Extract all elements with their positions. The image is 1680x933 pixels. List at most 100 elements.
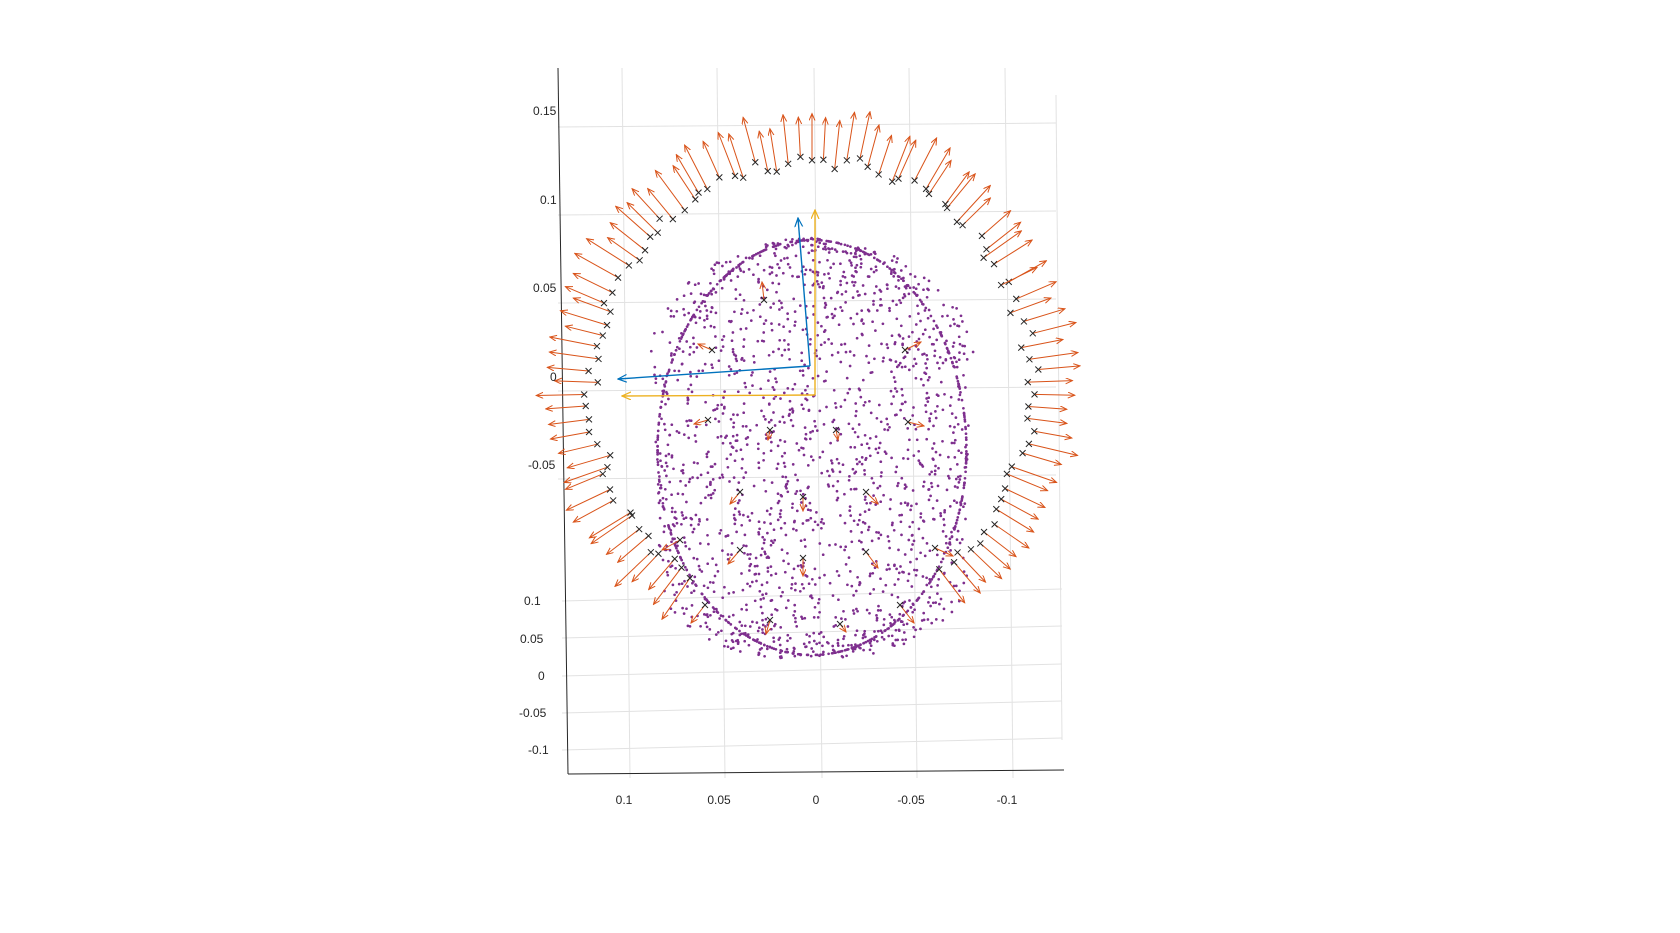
cloud-point bbox=[886, 265, 889, 269]
cloud-point bbox=[959, 502, 963, 506]
cloud-point bbox=[664, 381, 668, 384]
normal-arrow bbox=[610, 223, 646, 251]
cloud-point bbox=[876, 486, 880, 490]
cloud-point bbox=[862, 648, 865, 652]
cloud-point bbox=[788, 408, 792, 412]
cloud-point bbox=[910, 585, 914, 588]
cloud-point bbox=[921, 332, 925, 336]
cloud-point bbox=[793, 320, 797, 324]
cloud-point bbox=[854, 589, 858, 593]
normal-arrow bbox=[565, 326, 603, 336]
cloud-point bbox=[830, 468, 834, 471]
cloud-point bbox=[772, 302, 775, 305]
cloud-point bbox=[872, 303, 875, 306]
cloud-point bbox=[805, 519, 809, 522]
cloud-point bbox=[774, 572, 778, 576]
cloud-point bbox=[758, 315, 762, 319]
cloud-point bbox=[909, 508, 912, 512]
cloud-point bbox=[892, 528, 896, 532]
cloud-point bbox=[741, 457, 744, 461]
cloud-point bbox=[887, 634, 891, 638]
normal-arrow bbox=[996, 508, 1033, 532]
cloud-point bbox=[846, 391, 850, 395]
cloud-point bbox=[769, 627, 773, 631]
cloud-point bbox=[732, 476, 736, 479]
cloud-point bbox=[755, 564, 759, 568]
cloud-point bbox=[904, 264, 908, 268]
cloud-point bbox=[744, 437, 748, 440]
cloud-point bbox=[829, 266, 833, 269]
cloud-point bbox=[889, 389, 893, 393]
cloud-point bbox=[903, 400, 907, 404]
cloud-point bbox=[777, 266, 781, 270]
cloud-point bbox=[889, 621, 892, 625]
cloud-point bbox=[822, 650, 825, 654]
normal-arrow bbox=[694, 420, 709, 424]
normal-arrow bbox=[878, 135, 892, 175]
cloud-point bbox=[791, 652, 795, 655]
normal-arrow bbox=[549, 418, 590, 424]
cloud-point bbox=[697, 282, 700, 285]
cloud-point bbox=[758, 589, 762, 593]
cloud-point bbox=[846, 625, 850, 628]
cloud-point bbox=[904, 638, 908, 641]
cloud-point bbox=[827, 652, 830, 656]
cloud-point bbox=[815, 354, 819, 358]
cloud-point bbox=[786, 551, 789, 555]
x-marker bbox=[843, 156, 851, 164]
cloud-point bbox=[661, 330, 664, 334]
normal-arrow bbox=[1011, 466, 1057, 483]
cloud-point bbox=[936, 584, 939, 587]
cloud-point bbox=[721, 412, 725, 415]
cloud-point bbox=[939, 597, 943, 601]
cloud-point bbox=[912, 539, 916, 543]
cloud-point bbox=[919, 515, 923, 519]
cloud-point bbox=[839, 514, 842, 517]
cloud-point bbox=[835, 241, 838, 245]
cloud-point bbox=[807, 366, 810, 370]
cloud-point bbox=[890, 270, 893, 274]
cloud-point bbox=[902, 279, 905, 283]
cloud-point bbox=[930, 621, 934, 625]
cloud-point bbox=[875, 309, 879, 312]
cloud-point bbox=[875, 416, 879, 420]
x-marker bbox=[773, 168, 781, 175]
cloud-point bbox=[669, 309, 673, 313]
cloud-point bbox=[813, 520, 817, 524]
cloud-point bbox=[867, 361, 871, 365]
cloud-point bbox=[888, 306, 891, 310]
cloud-point bbox=[667, 452, 671, 456]
cloud-point bbox=[707, 450, 710, 454]
cloud-point bbox=[734, 288, 738, 291]
cloud-point bbox=[783, 440, 787, 443]
cloud-point bbox=[793, 519, 796, 523]
cloud-point bbox=[962, 352, 966, 356]
cloud-point bbox=[873, 252, 877, 256]
cloud-point bbox=[852, 322, 855, 326]
cloud-point bbox=[727, 592, 731, 595]
cloud-point bbox=[768, 513, 772, 516]
cloud-point bbox=[898, 361, 902, 365]
x-marker bbox=[607, 308, 614, 316]
cloud-point bbox=[879, 290, 883, 293]
cloud-point bbox=[770, 539, 773, 543]
cloud-point bbox=[843, 398, 847, 402]
x-marker bbox=[808, 156, 816, 164]
cloud-point bbox=[780, 649, 784, 653]
cloud-point bbox=[758, 254, 762, 258]
cloud-point bbox=[902, 457, 905, 460]
cloud-point bbox=[709, 496, 713, 500]
cloud-point bbox=[911, 603, 915, 607]
cloud-point bbox=[819, 653, 822, 657]
cloud-point bbox=[736, 275, 740, 278]
cloud-point bbox=[860, 540, 863, 544]
cloud-point bbox=[782, 391, 786, 395]
cloud-point bbox=[844, 545, 848, 549]
cloud-point bbox=[776, 518, 780, 522]
cloud-point bbox=[900, 476, 904, 480]
cloud-point bbox=[686, 624, 690, 628]
cloud-point bbox=[674, 566, 677, 570]
cloud-point bbox=[719, 528, 723, 532]
cloud-point bbox=[950, 530, 953, 534]
cloud-point bbox=[808, 634, 811, 638]
